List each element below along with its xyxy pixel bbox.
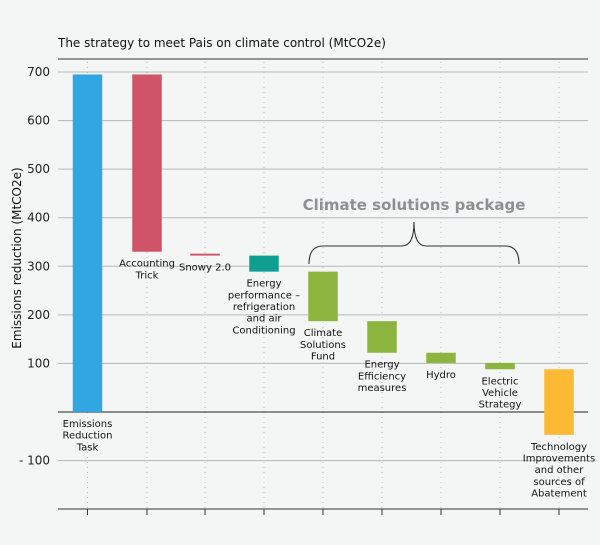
bar: [308, 271, 338, 322]
y-tick-label: - 100: [19, 454, 50, 468]
y-tick-label: 500: [27, 162, 50, 176]
bar: [72, 74, 103, 412]
category-label: Energy performance – refrigeration and air C…: [228, 279, 300, 337]
bar: [132, 74, 162, 252]
grid-layer: 700 600 500 400 300 200 100 - 100: [19, 62, 588, 515]
y-tick-label: 700: [27, 65, 50, 79]
annotation-layer: Climate solutions package: [303, 196, 526, 265]
chart-title: The strategy to meet Pais on climate con…: [57, 36, 386, 50]
category-label: Technology Improvements and other sources o…: [523, 442, 595, 500]
y-axis-label: Emissions reduction (MtCO2e): [10, 167, 24, 348]
bar: [190, 253, 220, 256]
bar: [367, 321, 397, 353]
bar: [249, 255, 279, 272]
category-label: Emissions Reduction Task: [63, 419, 113, 453]
y-tick-label: 400: [27, 211, 50, 225]
category-label: Snowy 2.0: [179, 263, 231, 274]
y-tick-label: 600: [27, 114, 50, 128]
category-label: Hydro: [426, 370, 456, 381]
category-label: Accounting Trick: [119, 259, 175, 282]
package-label: Climate solutions package: [303, 196, 526, 214]
category-label: Energy Efficiency measures: [358, 360, 407, 394]
package-bracket: [308, 221, 520, 265]
y-tick-label: 300: [27, 259, 50, 273]
bar: [426, 352, 456, 363]
category-label: Climate Solutions Fund: [300, 328, 346, 362]
bars-layer: [72, 74, 574, 435]
category-label: Electric Vehicle Strategy: [479, 376, 522, 410]
y-tick-label: 100: [27, 356, 50, 370]
bar: [544, 369, 574, 435]
y-tick-label: 200: [27, 308, 50, 322]
category-labels: Emissions Reduction Task Accounting Trick Sno…: [63, 259, 596, 500]
bar: [485, 362, 515, 370]
